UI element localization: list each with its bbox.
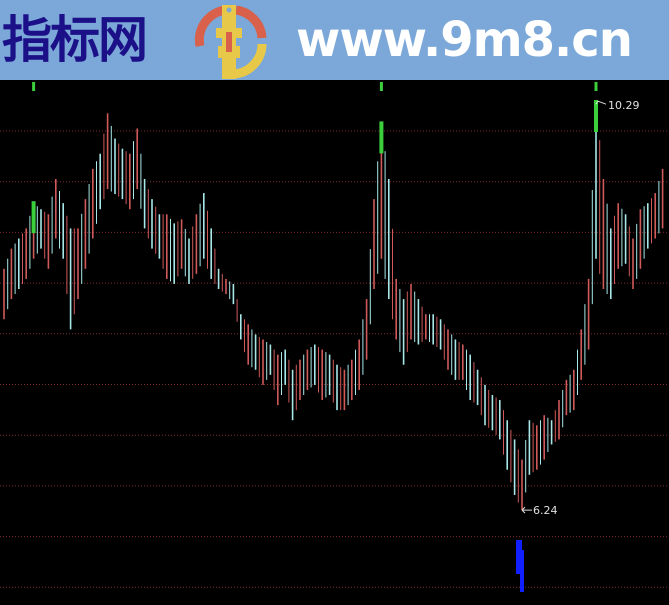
- high-pointer: [595, 100, 607, 105]
- annotations: 10.29 6.24: [521, 99, 640, 517]
- site-url: www.9m8.cn: [296, 12, 633, 68]
- buy-signal-mark: [520, 550, 524, 592]
- low-pointer: [521, 506, 532, 514]
- sell-signal-mark: [379, 82, 383, 91]
- price-bars: [3, 101, 664, 511]
- low-price-label: 6.24: [533, 504, 558, 517]
- sell-signal-mark: [594, 82, 598, 91]
- signal-marks: [31, 82, 598, 592]
- sell-signal-mark: [32, 82, 36, 91]
- watermark-banner: 指标网 www.9m8.cn: [0, 0, 669, 80]
- sell-signal-mark: [379, 121, 384, 154]
- price-chart: 10.29 6.24: [0, 82, 669, 592]
- site-logo: [194, 5, 267, 79]
- sell-signal-mark: [594, 100, 598, 132]
- buy-signal-mark: [516, 540, 522, 574]
- site-name: 指标网: [2, 11, 148, 69]
- high-price-label: 10.29: [608, 99, 640, 112]
- sell-signal-mark: [31, 201, 36, 234]
